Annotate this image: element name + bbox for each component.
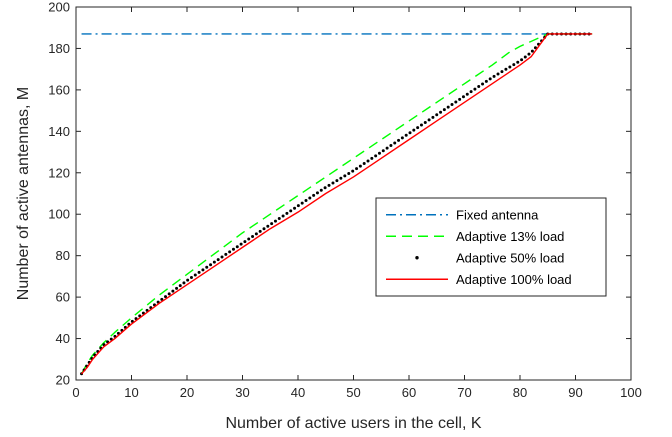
- y-tick-label: 40: [56, 331, 70, 346]
- y-tick-label: 100: [48, 207, 70, 222]
- legend-label-0: Fixed antenna: [456, 207, 539, 222]
- x-tick-label: 40: [291, 385, 305, 400]
- x-axis-label: Number of active users in the cell, K: [225, 415, 481, 432]
- x-tick-label: 10: [124, 385, 138, 400]
- y-tick-label: 60: [56, 290, 70, 305]
- legend-label-3: Adaptive 100% load: [456, 272, 572, 287]
- series-line-3: [81, 33, 593, 375]
- x-tick-label: 80: [513, 385, 527, 400]
- legend-label-2: Adaptive 50% load: [456, 250, 564, 265]
- x-tick-label: 0: [72, 385, 79, 400]
- y-tick-label: 200: [48, 0, 70, 15]
- x-tick-label: 90: [568, 385, 582, 400]
- legend-swatch-2: [415, 256, 419, 260]
- y-tick-label: 160: [48, 82, 70, 97]
- x-tick-label: 20: [180, 385, 194, 400]
- x-tick-label: 100: [620, 385, 642, 400]
- x-tick-label: 60: [402, 385, 416, 400]
- y-tick-label: 120: [48, 165, 70, 180]
- x-tick-label: 30: [235, 385, 249, 400]
- y-tick-label: 180: [48, 41, 70, 56]
- y-tick-label: 80: [56, 248, 70, 263]
- y-tick-label: 20: [56, 373, 70, 388]
- y-tick-label: 140: [48, 124, 70, 139]
- y-axis-label: Number of active antennas, M: [15, 87, 32, 300]
- axes-layer: 0 10 20 30 40 50 60 70 80 90 100 20 40 60 80 100 120 140 1…: [48, 0, 642, 400]
- series-line-2: [80, 32, 594, 376]
- x-tick-label: 50: [346, 385, 360, 400]
- series-layer: [80, 32, 594, 376]
- legend: Fixed antenna Adaptive 13% load Adaptive 5…: [375, 197, 607, 297]
- x-tick-label: 70: [457, 385, 471, 400]
- legend-label-1: Adaptive 13% load: [456, 229, 564, 244]
- plot-area: [76, 7, 631, 380]
- series-line-1: [80, 33, 593, 375]
